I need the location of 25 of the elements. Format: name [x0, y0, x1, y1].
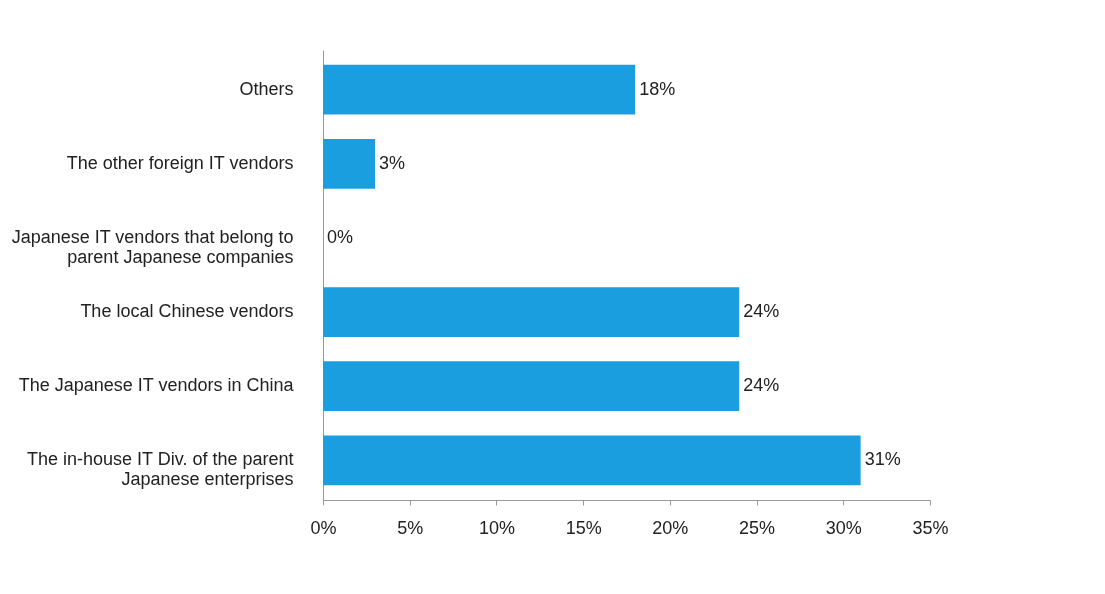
- x-tick-label: 30%: [825, 517, 862, 538]
- x-tick-label: 35%: [912, 517, 949, 538]
- x-tick-label: 20%: [652, 517, 689, 538]
- data-label: 18%: [639, 78, 676, 99]
- x-tick-label: 0%: [310, 517, 337, 538]
- bar: [323, 361, 740, 412]
- y-tick-label: Japanese IT vendors that belong to parent Japanese companies: [11, 226, 294, 267]
- x-tick-label: 5%: [397, 517, 424, 538]
- y-tick-label: The Japanese IT vendors in China: [18, 375, 295, 396]
- data-label: 24%: [743, 301, 780, 322]
- data-label: 3%: [379, 152, 406, 173]
- x-tick-label: 10%: [478, 517, 515, 538]
- bar: [323, 287, 740, 337]
- data-label: 0%: [327, 226, 354, 247]
- data-label: 31%: [864, 449, 901, 470]
- x-tick-label: 15%: [565, 517, 602, 538]
- y-tick-label: The local Chinese vendors: [80, 301, 294, 322]
- y-tick-label: The in-house IT Div. of the parent Japanese enterprises: [27, 449, 294, 490]
- bar: [323, 435, 861, 486]
- bar: [323, 138, 376, 189]
- y-tick-label: Others: [239, 78, 294, 99]
- y-tick-label: The other foreign IT vendors: [66, 152, 294, 173]
- data-label: 24%: [743, 375, 780, 396]
- x-tick-label: 25%: [739, 517, 776, 538]
- bar: [323, 64, 636, 115]
